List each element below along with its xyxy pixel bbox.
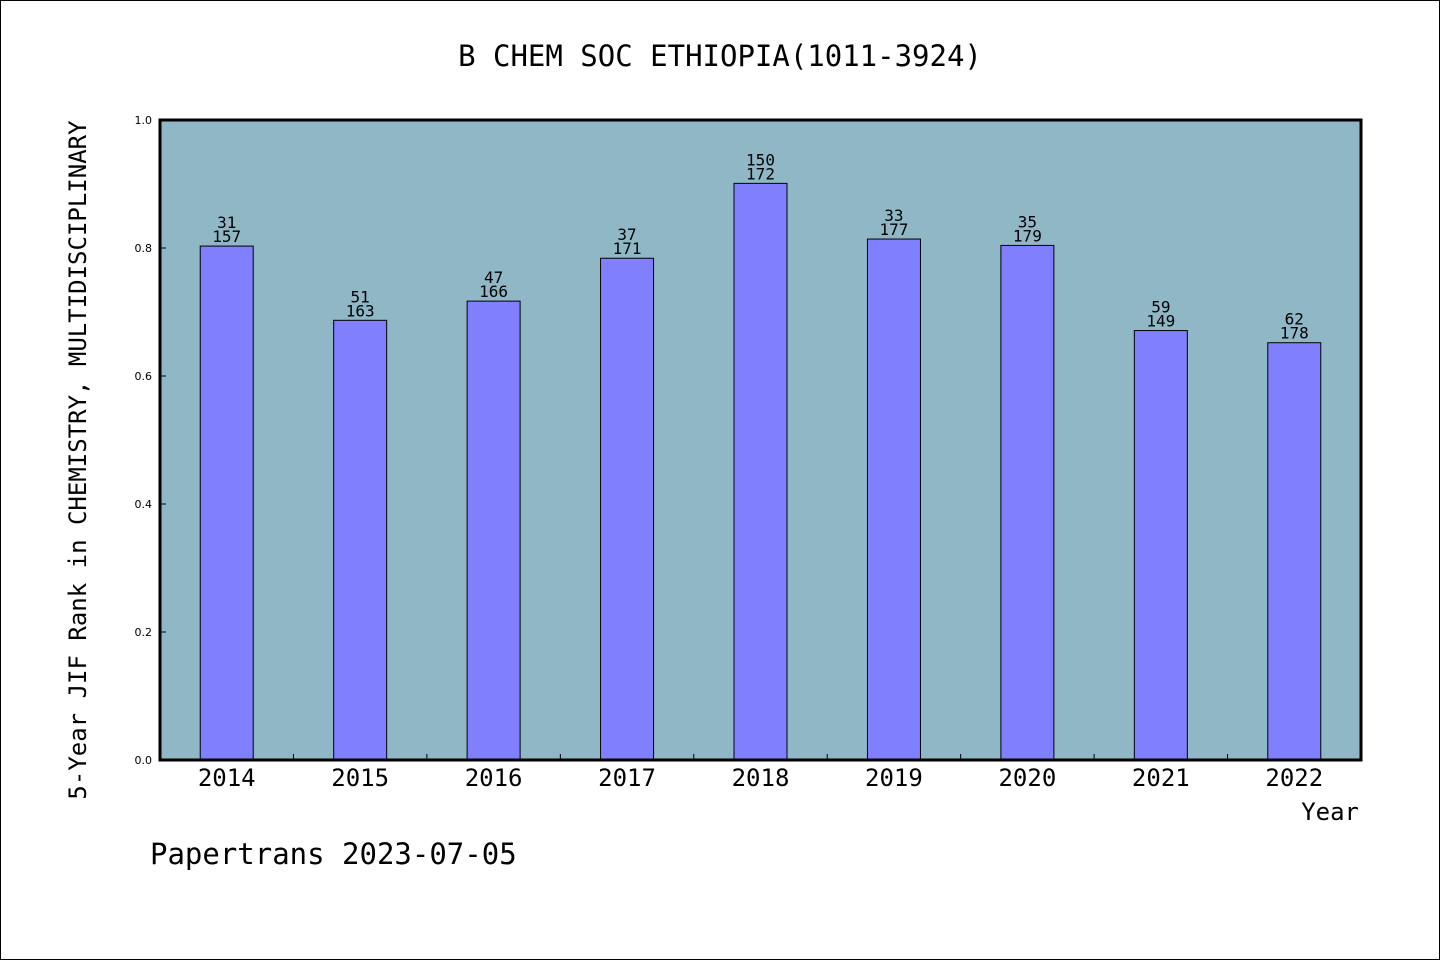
rank-label: 33 <box>884 206 903 225</box>
y-tick-label: 0.6 <box>135 370 153 383</box>
x-tick-label: 2015 <box>331 764 389 792</box>
bar-2018 <box>733 182 788 761</box>
bar-2021 <box>1133 330 1188 761</box>
rank-label: 37 <box>617 225 636 244</box>
y-axis-label: 5-Year JIF Rank in CHEMISTRY, MULTIDISCI… <box>64 120 92 800</box>
total-label: 171 <box>613 239 642 258</box>
y-tick-label: 0.8 <box>135 242 153 255</box>
y-tick-label: 0.4 <box>135 498 153 511</box>
total-label: 157 <box>212 227 241 246</box>
rank-label: 31 <box>217 213 236 232</box>
total-label: 179 <box>1013 226 1042 245</box>
total-label: 149 <box>1146 312 1175 331</box>
x-tick-label: 2018 <box>732 764 790 792</box>
bar-2015 <box>333 319 388 761</box>
x-axis: 2014 2015 2016 2017 2018 2019 2020 2021 2022 <box>198 754 1323 792</box>
credit-text: Papertrans 2023-07-05 <box>150 837 517 871</box>
x-tick-label: 2020 <box>998 764 1056 792</box>
y-tick-label: 1.0 <box>135 114 153 127</box>
plot-border <box>158 118 1363 762</box>
rank-label: 62 <box>1285 310 1304 329</box>
total-label: 172 <box>746 164 775 183</box>
bar-2014 <box>199 245 254 761</box>
y-tick-label: 0.0 <box>135 754 153 767</box>
total-label: 163 <box>346 301 375 320</box>
rank-label: 150 <box>746 150 775 169</box>
total-label: 177 <box>879 220 908 239</box>
x-tick-label: 2016 <box>465 764 523 792</box>
rank-label: 51 <box>351 287 370 306</box>
bar-2020 <box>1000 244 1055 761</box>
x-axis-label: Year <box>1301 798 1359 826</box>
bar-2022 <box>1267 342 1322 761</box>
y-axis: 0.0 0.2 0.4 0.6 0.8 1.0 <box>135 114 166 767</box>
chart-title: B CHEM SOC ETHIOPIA(1011-3924) <box>458 39 982 73</box>
total-label: 166 <box>479 282 508 301</box>
x-tick-label: 2022 <box>1265 764 1323 792</box>
y-tick-label: 0.2 <box>135 626 153 639</box>
x-tick-label: 2019 <box>865 764 923 792</box>
x-tick-label: 2021 <box>1132 764 1190 792</box>
rank-label: 59 <box>1151 298 1170 317</box>
bar-2016 <box>466 300 521 761</box>
bar-2019 <box>866 238 921 761</box>
x-tick-label: 2017 <box>598 764 656 792</box>
rank-label: 47 <box>484 268 503 287</box>
x-tick-label: 2014 <box>198 764 256 792</box>
rank-label: 35 <box>1018 212 1037 231</box>
bar-2017 <box>600 257 655 761</box>
total-label: 178 <box>1280 324 1309 343</box>
